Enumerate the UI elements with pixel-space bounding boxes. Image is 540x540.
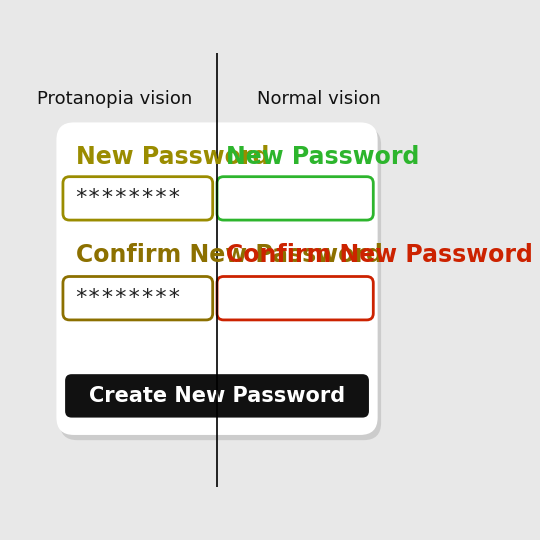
FancyBboxPatch shape [217, 276, 373, 320]
FancyBboxPatch shape [217, 177, 373, 220]
FancyBboxPatch shape [60, 127, 381, 440]
FancyBboxPatch shape [63, 276, 213, 320]
Text: ********: ******** [74, 188, 181, 208]
Text: Protanopia vision: Protanopia vision [37, 90, 193, 107]
Text: New Password: New Password [226, 145, 419, 169]
Text: Confirm New Password: Confirm New Password [226, 243, 532, 267]
FancyBboxPatch shape [63, 177, 213, 220]
FancyBboxPatch shape [56, 123, 377, 435]
Text: Confirm New Password: Confirm New Password [76, 243, 383, 267]
Text: Normal vision: Normal vision [257, 90, 381, 107]
Text: ********: ******** [74, 288, 181, 308]
FancyBboxPatch shape [65, 374, 369, 417]
Text: New Password: New Password [76, 145, 269, 169]
Text: Create New Password: Create New Password [89, 386, 345, 406]
